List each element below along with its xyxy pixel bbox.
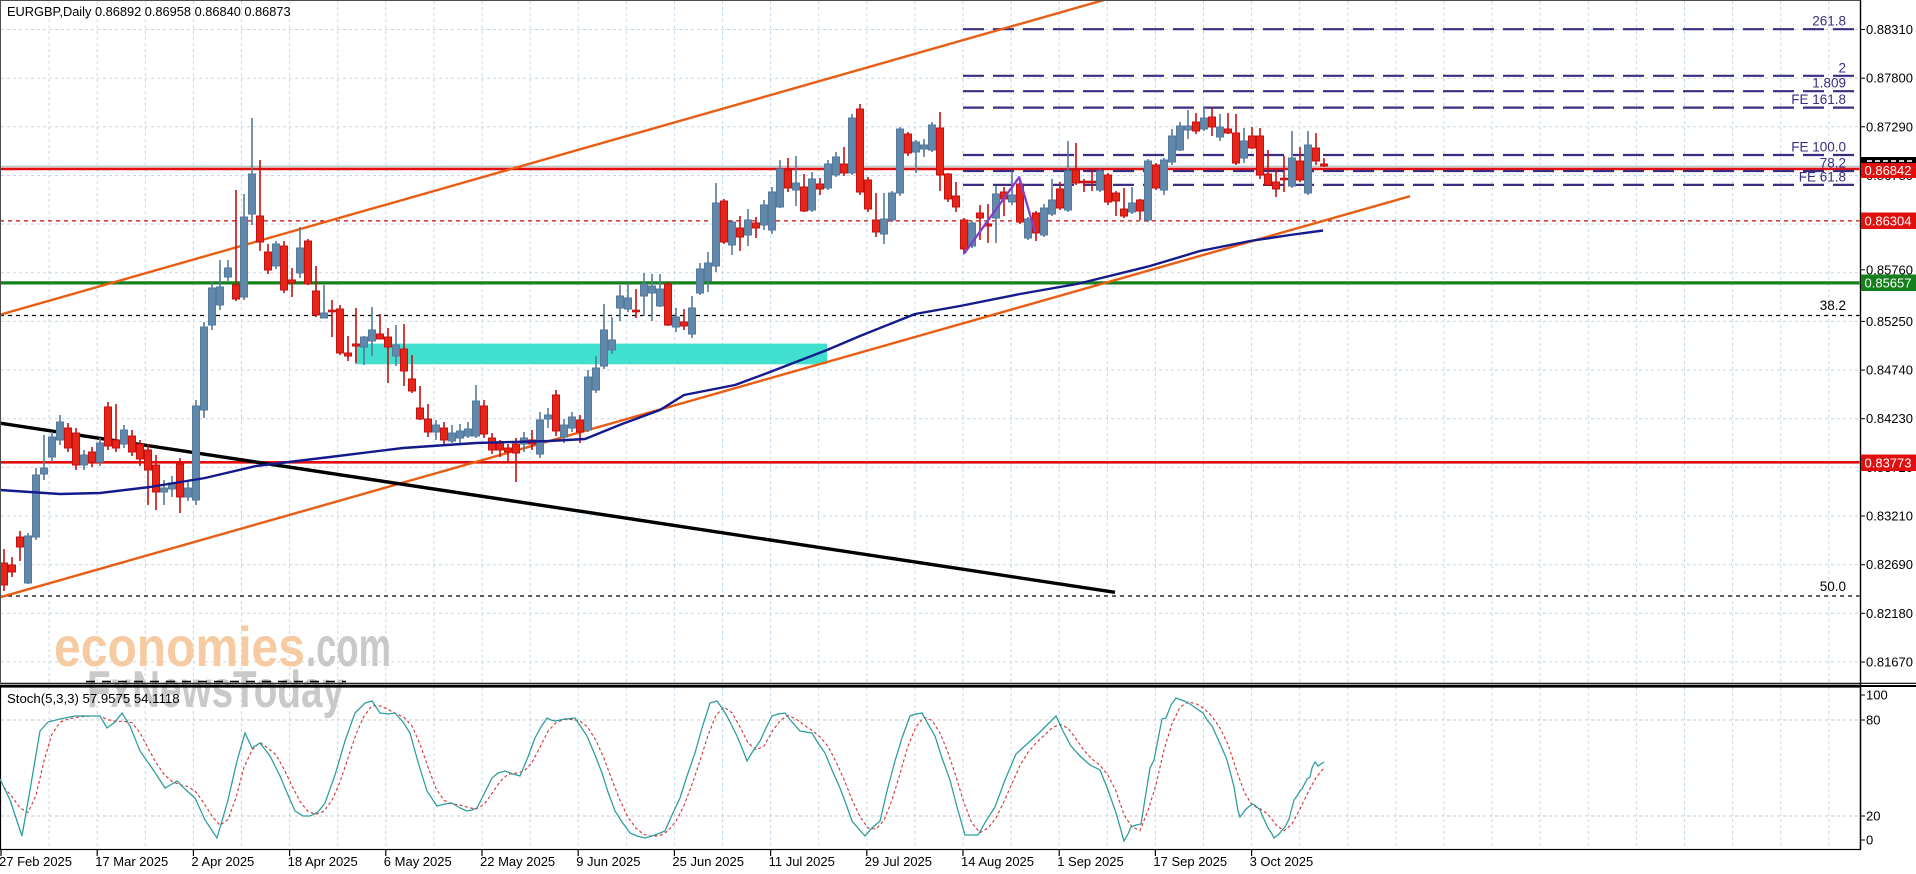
svg-text:0.86304: 0.86304 [1865, 214, 1912, 229]
svg-text:EURGBP,Daily 0.86892 0.86958: EURGBP,Daily 0.86892 0.86958 0.86840 0.8… [7, 4, 291, 19]
svg-text:14 Aug 2025: 14 Aug 2025 [961, 854, 1034, 869]
svg-text:80: 80 [1866, 713, 1880, 728]
svg-text:0.83773: 0.83773 [1865, 456, 1912, 471]
svg-text:0: 0 [1866, 833, 1873, 848]
svg-text:economies: economies [54, 615, 305, 678]
svg-text:0.84740: 0.84740 [1866, 363, 1913, 378]
svg-text:2 Apr 2025: 2 Apr 2025 [191, 854, 254, 869]
svg-text:FE 61.8: FE 61.8 [1799, 169, 1846, 184]
svg-text:FE 161.8: FE 161.8 [1791, 92, 1846, 107]
svg-text:0.86842: 0.86842 [1865, 163, 1912, 178]
svg-text:0.83210: 0.83210 [1866, 509, 1913, 524]
svg-text:1.809: 1.809 [1812, 76, 1846, 91]
svg-text:1 Sep 2025: 1 Sep 2025 [1057, 854, 1124, 869]
svg-text:50.0: 50.0 [1820, 579, 1846, 594]
svg-text:100: 100 [1866, 688, 1888, 703]
svg-text:0.88310: 0.88310 [1866, 22, 1913, 37]
svg-text:27 Feb 2025: 27 Feb 2025 [0, 854, 72, 869]
svg-text:0.82180: 0.82180 [1866, 606, 1913, 621]
svg-text:0.85657: 0.85657 [1865, 276, 1912, 291]
svg-text:6 May 2025: 6 May 2025 [384, 854, 452, 869]
svg-text:2: 2 [1838, 60, 1846, 75]
svg-text:FxNewsToday: FxNewsToday [87, 661, 344, 719]
svg-text:FE 100.0: FE 100.0 [1791, 140, 1846, 155]
svg-text:17 Sep 2025: 17 Sep 2025 [1153, 854, 1227, 869]
svg-text:9 Jun 2025: 9 Jun 2025 [576, 854, 640, 869]
svg-text:0.85250: 0.85250 [1866, 314, 1913, 329]
svg-text:22 May 2025: 22 May 2025 [480, 854, 555, 869]
svg-text:78.2: 78.2 [1820, 156, 1846, 171]
svg-text:20: 20 [1866, 809, 1880, 824]
svg-text:.com: .com [306, 615, 391, 678]
svg-text:17 Mar 2025: 17 Mar 2025 [95, 854, 168, 869]
svg-text:Stoch(5,3,3) 57.9575 54.1118: Stoch(5,3,3) 57.9575 54.1118 [7, 691, 180, 706]
svg-text:0.81670: 0.81670 [1866, 655, 1913, 670]
svg-text:0.87290: 0.87290 [1866, 119, 1913, 134]
svg-text:0.87800: 0.87800 [1866, 71, 1913, 86]
svg-text:0.85760: 0.85760 [1866, 262, 1913, 277]
svg-text:261.8: 261.8 [1812, 14, 1846, 29]
svg-text:0.82690: 0.82690 [1866, 557, 1913, 572]
svg-text:11 Jul 2025: 11 Jul 2025 [769, 854, 835, 869]
svg-text:0.84230: 0.84230 [1866, 411, 1913, 426]
svg-text:3 Oct 2025: 3 Oct 2025 [1250, 854, 1314, 869]
svg-text:29 Jul 2025: 29 Jul 2025 [865, 854, 932, 869]
svg-text:25 Jun 2025: 25 Jun 2025 [672, 854, 744, 869]
svg-text:38.2: 38.2 [1820, 298, 1846, 313]
svg-text:18 Apr 2025: 18 Apr 2025 [288, 854, 358, 869]
